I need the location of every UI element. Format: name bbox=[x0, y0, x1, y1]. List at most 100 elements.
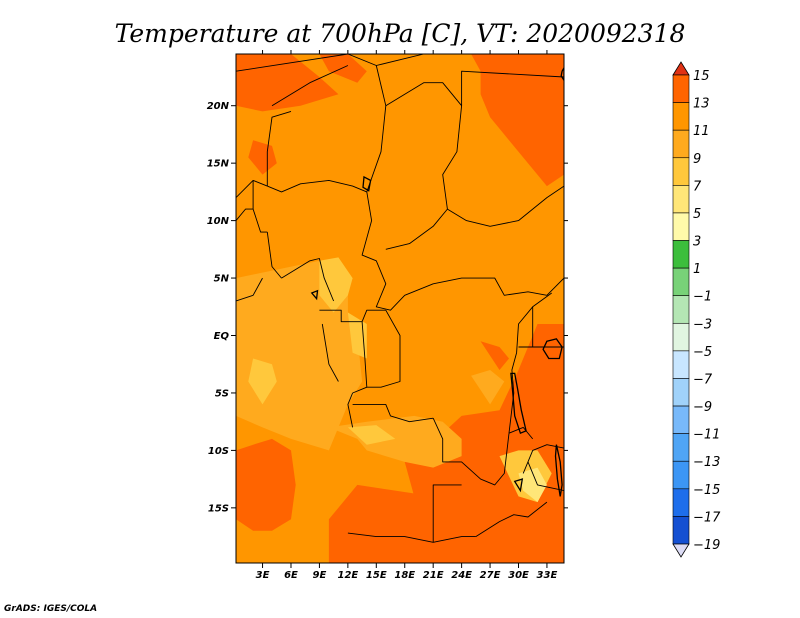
field-region-5C-16 bbox=[518, 467, 547, 503]
colorbar-label--7: −7 bbox=[693, 372, 713, 387]
field-region-13C-1 bbox=[319, 54, 367, 83]
colorbar-label-3: 3 bbox=[693, 235, 701, 250]
country-border-29 bbox=[527, 461, 564, 492]
y-tick-label-15N: 15N bbox=[207, 159, 230, 170]
field-region-13C-5 bbox=[328, 484, 564, 563]
country-border-22 bbox=[347, 532, 476, 543]
lake-outline-2 bbox=[554, 444, 563, 497]
lake-outline-3 bbox=[513, 478, 524, 493]
country-border-19 bbox=[352, 403, 434, 423]
x-axis: 3E 6E 9E 12E 15E 18E 21E 24E 27E 30E 33E bbox=[256, 50, 558, 581]
colorbar-swatch-13 bbox=[672, 405, 690, 434]
country-border-5 bbox=[252, 180, 268, 233]
country-border-10 bbox=[366, 65, 387, 193]
x-tick-label-15E: 15E bbox=[366, 570, 387, 581]
x-tick-label-27E: 27E bbox=[480, 570, 501, 581]
y-tick-label-10S: 10S bbox=[208, 446, 229, 457]
colorbar-swatch-17 bbox=[672, 516, 690, 545]
colorbar-top-cap bbox=[672, 61, 690, 76]
colorbar-label--9: −9 bbox=[693, 400, 712, 415]
country-border-11 bbox=[385, 70, 564, 107]
field-region-7C-15 bbox=[347, 425, 396, 445]
colorbar-label--5: −5 bbox=[693, 345, 712, 360]
x-tick-label-9E: 9E bbox=[313, 570, 327, 581]
country-border-8 bbox=[266, 232, 282, 279]
y-tick-label-20N: 20N bbox=[207, 101, 230, 112]
country-border-0 bbox=[236, 54, 348, 72]
colorbar-swatch-2 bbox=[672, 102, 690, 131]
map-plot-area bbox=[236, 54, 564, 563]
colorbar-label-5: 5 bbox=[693, 207, 701, 222]
colorbar-swatch-16 bbox=[672, 488, 690, 517]
country-border-9 bbox=[281, 258, 335, 302]
country-border-3 bbox=[266, 110, 292, 187]
colorbar-swatch-3 bbox=[672, 129, 690, 159]
colorbar-label-9: 9 bbox=[693, 152, 701, 167]
colorbar-bottom-cap bbox=[672, 543, 690, 558]
colorbar-swatch-10 bbox=[672, 322, 690, 352]
country-border-15 bbox=[321, 323, 339, 382]
field-region-13C-3 bbox=[248, 140, 277, 175]
field-region-13C-0 bbox=[236, 54, 339, 112]
x-tick-label-30E: 30E bbox=[508, 570, 529, 581]
colorbar-label-15: 15 bbox=[693, 69, 710, 84]
colorbar-swatch-15 bbox=[672, 460, 690, 490]
country-border-17 bbox=[366, 309, 401, 388]
x-tick-label-33E: 33E bbox=[537, 570, 558, 581]
colorbar-label--19: −19 bbox=[693, 538, 720, 553]
y-axis: 20N 15N 10N 5N EQ 5S 10S 15S bbox=[207, 101, 568, 514]
colorbar-label-11: 11 bbox=[693, 124, 710, 139]
field-region-13C-2 bbox=[471, 54, 564, 187]
country-border-7 bbox=[361, 191, 564, 311]
field-region-7C-13 bbox=[248, 358, 277, 405]
x-tick-label-6E: 6E bbox=[284, 570, 298, 581]
x-tick-label-12E: 12E bbox=[337, 570, 358, 581]
colorbar-swatch-1 bbox=[672, 74, 690, 103]
grads-credit: GrADS: IGES/COLA bbox=[4, 604, 98, 614]
x-tick-label-3E: 3E bbox=[256, 570, 270, 581]
colorbar-swatch-6 bbox=[672, 212, 690, 241]
country-border-30 bbox=[236, 277, 263, 302]
country-border-16 bbox=[352, 321, 368, 394]
colorbar-label-1: 1 bbox=[693, 262, 701, 277]
colorbar-swatch-9 bbox=[672, 295, 690, 324]
lake-outline-6 bbox=[560, 66, 564, 82]
lake-outline-5 bbox=[310, 289, 319, 301]
colorbar-swatch-5 bbox=[672, 185, 690, 214]
x-tick-label-21E: 21E bbox=[423, 570, 444, 581]
country-border-24 bbox=[475, 501, 548, 537]
colorbar-label-7: 7 bbox=[693, 179, 702, 194]
y-tick-label-10N: 10N bbox=[207, 216, 230, 227]
field-region-13C-7 bbox=[480, 341, 509, 370]
colorbar-label--13: −13 bbox=[693, 455, 720, 470]
colorbar-label--3: −3 bbox=[693, 317, 712, 332]
field-region-9C-10 bbox=[471, 370, 505, 405]
colorbar-swatch-11 bbox=[672, 350, 690, 379]
country-border-18 bbox=[347, 392, 354, 428]
colorbar-label--1: −1 bbox=[693, 290, 712, 305]
colorbar-swatch-14 bbox=[672, 433, 690, 462]
colorbar-swatch-7 bbox=[672, 240, 690, 269]
country-border-6 bbox=[267, 179, 367, 193]
country-border-13 bbox=[447, 185, 564, 227]
x-tick-label-24E: 24E bbox=[451, 570, 472, 581]
colorbar-swatch-12 bbox=[672, 378, 690, 407]
map-frame bbox=[235, 53, 565, 564]
country-border-25 bbox=[522, 444, 564, 474]
colorbar-swatch-8 bbox=[672, 267, 690, 297]
colorbar-label--17: −17 bbox=[693, 510, 721, 525]
colorbar-label--11: −11 bbox=[693, 428, 720, 443]
lake-outline-4 bbox=[362, 175, 372, 192]
colorbar-legend: 15 13 11 9 7 5 3 1 −1 −3 −5 −7 −9 −11 −13 −15 −17 −19 bbox=[672, 61, 721, 558]
y-tick-label-EQ: EQ bbox=[214, 331, 230, 342]
colorbar-label-13: 13 bbox=[693, 97, 710, 112]
country-border-23 bbox=[432, 484, 462, 543]
field-region-13C-6 bbox=[236, 438, 296, 531]
lake-outline-1 bbox=[542, 338, 563, 360]
country-border-2 bbox=[271, 65, 349, 107]
field-region-7C-11 bbox=[319, 257, 353, 313]
y-tick-label-5N: 5N bbox=[214, 274, 230, 285]
country-border-28 bbox=[508, 426, 534, 440]
colorbar-label--15: −15 bbox=[693, 483, 720, 498]
